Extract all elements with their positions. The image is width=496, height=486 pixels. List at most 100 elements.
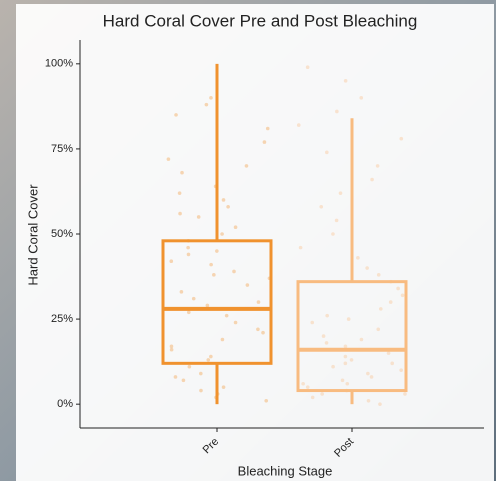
jitter-point bbox=[369, 375, 374, 379]
jitter-point bbox=[265, 126, 270, 131]
jitter-point bbox=[324, 341, 329, 345]
jitter-point bbox=[186, 245, 190, 250]
jitter-point bbox=[325, 313, 329, 318]
y-tick-label: 75% bbox=[51, 143, 73, 155]
jitter-point bbox=[346, 317, 351, 321]
jitter-point bbox=[206, 358, 211, 362]
jitter-point bbox=[209, 96, 213, 100]
jitter-point bbox=[256, 300, 261, 304]
jitter-point bbox=[345, 381, 350, 386]
jitter-point bbox=[365, 266, 369, 270]
jitter-point bbox=[209, 354, 213, 359]
jitter-point bbox=[186, 310, 191, 315]
jitter-point bbox=[403, 392, 407, 396]
y-tick-label: 25% bbox=[51, 313, 73, 325]
jitter-point bbox=[378, 402, 382, 406]
jitter-point bbox=[388, 300, 393, 304]
jitter-point bbox=[166, 157, 171, 161]
jitter-point bbox=[191, 296, 196, 301]
jitter-point bbox=[196, 215, 201, 219]
jitter-point bbox=[343, 344, 348, 349]
y-tick-label: 50% bbox=[51, 228, 73, 240]
jitter-point bbox=[310, 320, 315, 325]
jitter-point bbox=[399, 136, 404, 141]
jitter-point bbox=[181, 378, 186, 383]
jitter-point bbox=[221, 198, 226, 202]
y-axis-title: Hard Coral Cover bbox=[25, 184, 40, 286]
jitter-point bbox=[205, 303, 210, 308]
jitter-point bbox=[343, 361, 348, 366]
jitter-point bbox=[233, 320, 238, 325]
jitter-point bbox=[400, 293, 405, 298]
jitter-point bbox=[399, 368, 403, 372]
jitter-point bbox=[319, 204, 324, 209]
jitter-point bbox=[220, 337, 225, 342]
jitter-point bbox=[209, 262, 213, 267]
jitter-point bbox=[331, 364, 335, 369]
panel bbox=[16, 4, 494, 481]
jitter-point bbox=[224, 313, 229, 318]
jitter-point bbox=[340, 378, 345, 383]
jitter-point bbox=[331, 232, 335, 236]
jitter-point bbox=[187, 364, 192, 369]
jitter-point bbox=[298, 245, 303, 250]
jitter-point bbox=[321, 334, 326, 338]
jitter-point bbox=[244, 164, 249, 168]
jitter-point bbox=[356, 256, 360, 260]
jitter-point bbox=[335, 109, 339, 114]
jitter-point bbox=[305, 385, 310, 389]
jitter-point bbox=[320, 392, 324, 396]
jitter-point bbox=[215, 249, 219, 253]
jitter-point bbox=[376, 273, 381, 277]
box bbox=[296, 280, 408, 393]
y-tick-label: 0% bbox=[57, 398, 73, 410]
jitter-point bbox=[343, 354, 348, 359]
jitter-point bbox=[366, 371, 370, 376]
jitter-point bbox=[180, 170, 184, 175]
jitter-point bbox=[376, 327, 381, 332]
jitter-point bbox=[378, 307, 383, 311]
box bbox=[161, 239, 273, 365]
jitter-point bbox=[221, 385, 226, 389]
chart-title: Hard Coral Cover Pre and Post Bleaching bbox=[103, 11, 418, 30]
jitter-point bbox=[310, 395, 315, 400]
x-axis-title: Bleaching Stage bbox=[238, 463, 333, 478]
jitter-point bbox=[186, 252, 191, 257]
jitter-point bbox=[366, 398, 371, 403]
jitter-point bbox=[177, 191, 182, 195]
jitter-point bbox=[174, 113, 178, 117]
jitter-point bbox=[338, 191, 343, 195]
jitter-point bbox=[169, 347, 174, 352]
jitter-point bbox=[264, 398, 269, 403]
jitter-point bbox=[261, 330, 265, 335]
jitter-point bbox=[232, 269, 236, 274]
jitter-point bbox=[301, 381, 305, 386]
jitter-point bbox=[325, 150, 329, 155]
y-tick-label: 100% bbox=[45, 58, 73, 70]
jitter-point bbox=[359, 96, 364, 100]
jitter-point bbox=[199, 388, 203, 393]
jitter-point bbox=[226, 204, 230, 209]
jitter-point bbox=[296, 123, 301, 127]
jitter-point bbox=[199, 371, 203, 376]
jitter-point bbox=[375, 164, 380, 168]
jitter-point bbox=[305, 65, 310, 70]
jitter-point bbox=[178, 211, 182, 216]
jitter-point bbox=[386, 351, 391, 355]
jitter-point bbox=[334, 218, 339, 223]
jitter-point bbox=[256, 327, 260, 332]
jitter-point bbox=[370, 177, 374, 182]
jitter-point bbox=[169, 259, 174, 264]
jitter-point bbox=[220, 232, 224, 236]
jitter-point bbox=[179, 290, 184, 294]
jitter-point bbox=[262, 140, 267, 144]
jitter-point bbox=[169, 344, 174, 349]
jitter-point bbox=[359, 337, 364, 342]
jitter-point bbox=[233, 225, 238, 229]
jitter-point bbox=[173, 375, 178, 379]
jitter-point bbox=[343, 79, 348, 83]
jitter-point bbox=[204, 102, 209, 107]
jitter-point bbox=[245, 283, 250, 287]
